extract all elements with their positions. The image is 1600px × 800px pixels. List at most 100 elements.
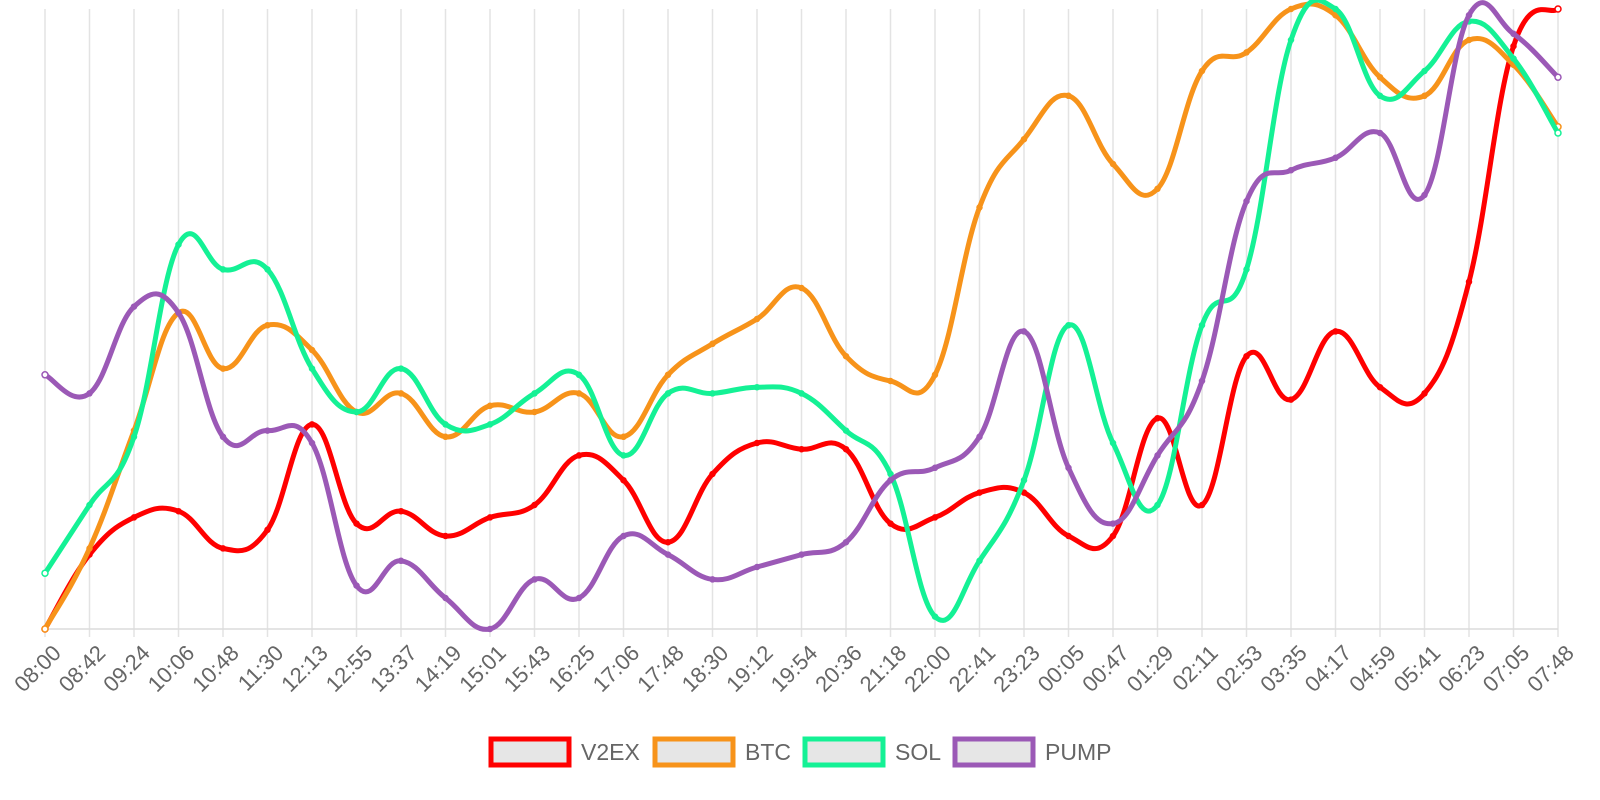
data-point[interactable]	[931, 464, 939, 472]
data-point[interactable]	[353, 408, 360, 416]
data-point[interactable]	[264, 266, 271, 273]
data-point[interactable]	[664, 371, 672, 379]
data-point[interactable]	[219, 545, 227, 552]
legend-item-sol[interactable]: SOL	[802, 736, 941, 768]
data-point[interactable]	[620, 476, 627, 484]
data-point[interactable]	[41, 371, 49, 379]
data-point[interactable]	[1376, 92, 1384, 100]
data-point[interactable]	[1510, 42, 1517, 50]
data-point[interactable]	[620, 532, 627, 540]
data-point[interactable]	[130, 514, 138, 521]
data-point[interactable]	[664, 551, 672, 558]
data-point[interactable]	[976, 489, 983, 496]
data-point[interactable]	[976, 204, 983, 211]
data-point[interactable]	[86, 545, 93, 552]
data-point[interactable]	[175, 309, 182, 317]
data-point[interactable]	[1065, 464, 1072, 472]
data-point[interactable]	[753, 563, 761, 571]
data-point[interactable]	[1376, 73, 1384, 81]
data-point[interactable]	[1421, 191, 1428, 199]
data-point[interactable]	[575, 371, 583, 379]
data-point[interactable]	[620, 433, 627, 441]
data-point[interactable]	[1376, 383, 1384, 391]
data-point[interactable]	[753, 315, 761, 323]
data-point[interactable]	[219, 266, 227, 273]
data-point[interactable]	[887, 470, 894, 478]
data-point[interactable]	[1154, 452, 1161, 459]
data-point[interactable]	[442, 594, 449, 602]
data-point[interactable]	[1554, 73, 1562, 81]
data-point[interactable]	[1243, 352, 1250, 360]
data-point[interactable]	[798, 445, 805, 453]
data-point[interactable]	[442, 532, 449, 540]
data-point[interactable]	[1243, 197, 1250, 205]
data-point[interactable]	[531, 501, 538, 509]
legend-item-v2ex[interactable]: V2EX	[488, 736, 640, 768]
data-point[interactable]	[486, 402, 494, 410]
data-point[interactable]	[130, 303, 138, 310]
data-point[interactable]	[1109, 520, 1117, 527]
data-point[interactable]	[931, 371, 939, 379]
data-point[interactable]	[1332, 328, 1339, 335]
data-point[interactable]	[798, 390, 805, 397]
data-point[interactable]	[531, 390, 538, 397]
data-point[interactable]	[308, 421, 316, 428]
data-point[interactable]	[1109, 160, 1117, 168]
data-point[interactable]	[931, 514, 939, 521]
data-point[interactable]	[753, 439, 761, 447]
data-point[interactable]	[620, 452, 627, 459]
data-point[interactable]	[442, 421, 449, 428]
data-point[interactable]	[709, 576, 716, 583]
data-point[interactable]	[1421, 92, 1428, 100]
legend-item-pump[interactable]: PUMP	[952, 736, 1111, 768]
data-point[interactable]	[753, 383, 761, 391]
data-point[interactable]	[709, 390, 716, 397]
data-point[interactable]	[1198, 321, 1206, 329]
data-point[interactable]	[1020, 135, 1028, 143]
data-point[interactable]	[486, 421, 494, 428]
data-point[interactable]	[1243, 49, 1250, 56]
data-point[interactable]	[887, 520, 894, 527]
data-point[interactable]	[664, 538, 672, 546]
data-point[interactable]	[575, 390, 583, 397]
data-point[interactable]	[264, 427, 271, 434]
data-point[interactable]	[397, 365, 405, 372]
data-point[interactable]	[1198, 501, 1206, 509]
data-point[interactable]	[86, 390, 93, 397]
data-point[interactable]	[486, 514, 494, 521]
data-point[interactable]	[1065, 321, 1072, 329]
data-point[interactable]	[1198, 377, 1206, 385]
data-point[interactable]	[1065, 532, 1072, 540]
data-point[interactable]	[353, 582, 360, 589]
data-point[interactable]	[219, 433, 227, 441]
data-point[interactable]	[842, 445, 850, 453]
data-point[interactable]	[1465, 11, 1473, 19]
data-point[interactable]	[842, 352, 850, 360]
data-point[interactable]	[397, 557, 405, 565]
data-point[interactable]	[1109, 439, 1117, 447]
data-point[interactable]	[1510, 30, 1517, 38]
data-point[interactable]	[798, 551, 805, 558]
data-point[interactable]	[1376, 129, 1384, 137]
data-point[interactable]	[264, 321, 271, 329]
data-point[interactable]	[1020, 476, 1028, 484]
data-point[interactable]	[887, 476, 894, 484]
data-point[interactable]	[709, 470, 716, 478]
data-point[interactable]	[709, 340, 716, 348]
data-point[interactable]	[931, 613, 939, 620]
data-point[interactable]	[1332, 11, 1339, 19]
data-point[interactable]	[1332, 5, 1339, 13]
data-point[interactable]	[264, 526, 271, 534]
data-point[interactable]	[664, 390, 672, 397]
data-point[interactable]	[41, 625, 49, 633]
data-point[interactable]	[531, 576, 538, 583]
data-point[interactable]	[353, 520, 360, 527]
data-point[interactable]	[575, 452, 583, 459]
data-point[interactable]	[1287, 396, 1295, 403]
data-point[interactable]	[1154, 185, 1161, 193]
data-point[interactable]	[798, 284, 805, 292]
data-point[interactable]	[175, 241, 182, 248]
data-point[interactable]	[397, 507, 405, 515]
data-point[interactable]	[842, 427, 850, 434]
data-point[interactable]	[1421, 67, 1428, 75]
